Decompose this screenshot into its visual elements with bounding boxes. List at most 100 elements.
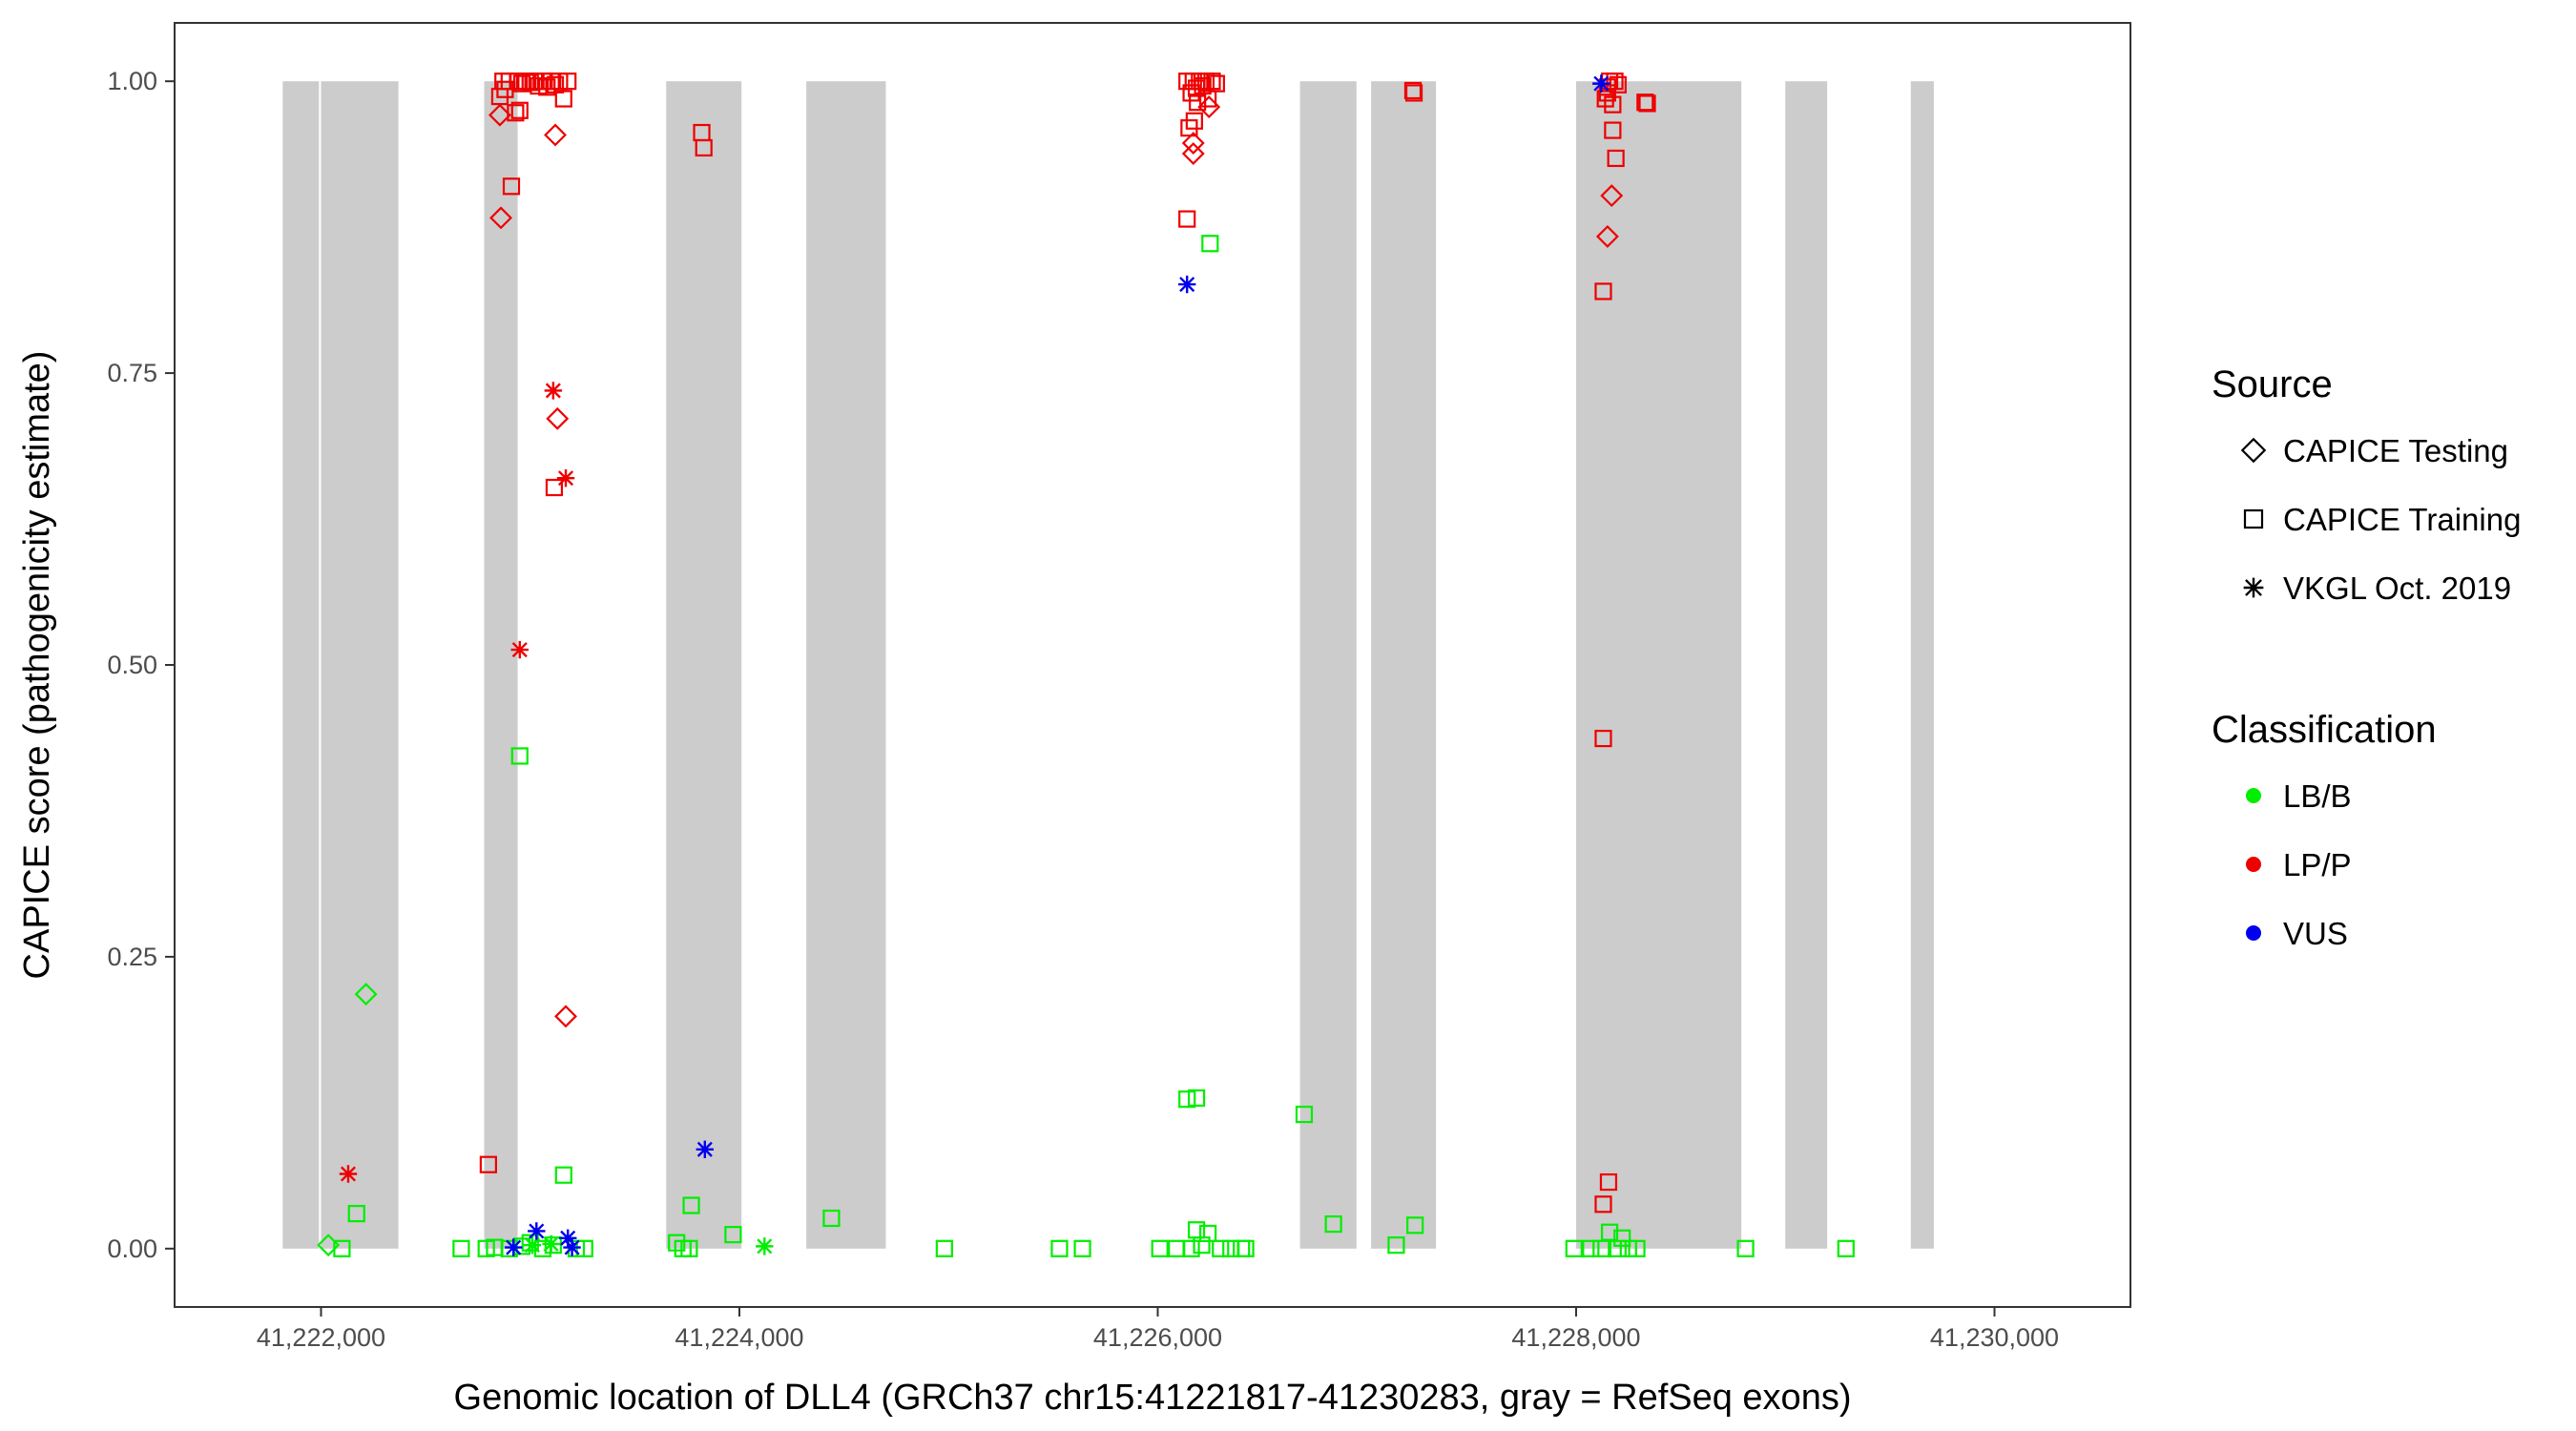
data-point	[1599, 1172, 1618, 1192]
data-point	[1187, 1089, 1206, 1108]
data-point	[668, 1234, 686, 1252]
data-point	[1181, 142, 1205, 166]
data-point	[1387, 1236, 1405, 1255]
data-point	[528, 1222, 546, 1240]
data-point	[544, 1236, 562, 1255]
exon-region	[1299, 81, 1357, 1249]
y-tick-label: 0.25	[107, 943, 157, 971]
data-point	[1212, 1239, 1230, 1257]
data-point	[545, 478, 564, 497]
x-axis-title: Genomic location of DLL4 (GRCh37 chr15:4…	[454, 1378, 1852, 1418]
data-point	[488, 103, 511, 127]
data-point	[695, 138, 713, 157]
data-point	[1594, 729, 1612, 748]
data-point	[546, 406, 570, 430]
data-point	[502, 177, 521, 196]
data-point	[1565, 1239, 1583, 1257]
legend-classification-label: VUS	[2283, 916, 2348, 951]
data-point	[1594, 1195, 1612, 1213]
exon-region	[1910, 81, 1934, 1249]
data-point	[544, 123, 567, 147]
y-tick-label: 0.00	[107, 1234, 157, 1263]
data-point	[546, 75, 565, 93]
data-point	[756, 1237, 774, 1255]
exon-regions	[282, 81, 1934, 1249]
legend-classification-label: LB/B	[2283, 778, 2352, 814]
x-tick-label: 41,228,000	[1511, 1323, 1640, 1352]
data-point	[1636, 93, 1654, 112]
data-point	[1177, 275, 1196, 294]
data-point	[1582, 1239, 1600, 1257]
legend-key-diamond	[2240, 437, 2267, 464]
data-point	[1185, 112, 1203, 130]
exon-region	[484, 81, 518, 1249]
data-point	[1595, 224, 1619, 248]
data-point	[523, 1235, 542, 1255]
x-tick-label: 41,230,000	[1930, 1323, 2059, 1352]
data-point	[1609, 1239, 1627, 1257]
exon-region	[321, 81, 399, 1249]
data-point	[354, 983, 378, 1006]
y-axis-title: CAPICE score (pathogenicity estimate)	[17, 351, 57, 980]
data-point	[1406, 1216, 1424, 1234]
exon-region	[282, 81, 320, 1249]
data-point	[1178, 1090, 1196, 1109]
data-point	[333, 1239, 351, 1257]
data-point	[1736, 1239, 1755, 1257]
data-point	[1609, 75, 1627, 93]
data-point	[558, 1229, 577, 1248]
legend-source-title: Source	[2212, 363, 2333, 405]
data-point	[1073, 1239, 1091, 1257]
data-point	[822, 1209, 841, 1228]
data-point	[1199, 90, 1217, 108]
data-point	[724, 1226, 742, 1244]
data-point	[1628, 1239, 1646, 1257]
data-point	[682, 1196, 700, 1214]
data-point	[1592, 74, 1610, 93]
data-point	[1236, 1239, 1255, 1257]
legend-key-dot	[2246, 925, 2261, 941]
data-point	[510, 640, 529, 659]
y-tick-label: 0.75	[107, 359, 157, 387]
data-point	[556, 469, 575, 487]
data-point	[1607, 149, 1625, 168]
data-point	[1178, 210, 1196, 228]
legend-classification-title: Classification	[2212, 709, 2437, 751]
data-point	[489, 206, 512, 230]
data-point	[1404, 84, 1423, 102]
data-point	[1638, 94, 1656, 113]
data-point	[479, 1155, 497, 1173]
data-point	[1592, 1239, 1610, 1257]
data-point	[500, 1239, 518, 1257]
data-point	[1187, 79, 1206, 97]
data-point	[347, 1205, 365, 1223]
legend-key-dot	[2246, 788, 2261, 803]
data-point	[1295, 1105, 1314, 1124]
data-point	[1050, 1239, 1069, 1257]
legend: Source CAPICE Testing CAPICE Training VKGL …	[2212, 363, 2521, 951]
data-point	[696, 1140, 715, 1159]
y-tick-label: 1.00	[107, 67, 157, 95]
data-point	[554, 1166, 572, 1184]
exon-region	[1785, 81, 1828, 1249]
exon-region	[1371, 81, 1437, 1249]
data-point	[1151, 1239, 1169, 1257]
data-point	[563, 1238, 581, 1256]
data-point	[521, 73, 539, 92]
data-point	[507, 104, 525, 122]
data-point	[339, 1165, 358, 1183]
data-point	[554, 1005, 577, 1028]
data-point	[510, 747, 529, 765]
data-point	[1182, 1239, 1200, 1257]
exon-region	[1575, 81, 1742, 1249]
legend-source-label: CAPICE Testing	[2283, 433, 2508, 468]
data-point	[1600, 184, 1624, 208]
data-point	[1604, 121, 1622, 139]
data-point	[504, 1238, 523, 1256]
x-tick-label: 41,226,000	[1093, 1323, 1222, 1352]
legend-source-label: CAPICE Training	[2283, 502, 2521, 537]
data-point	[575, 1239, 593, 1257]
data-point	[1201, 235, 1219, 253]
data-point	[1598, 78, 1616, 96]
